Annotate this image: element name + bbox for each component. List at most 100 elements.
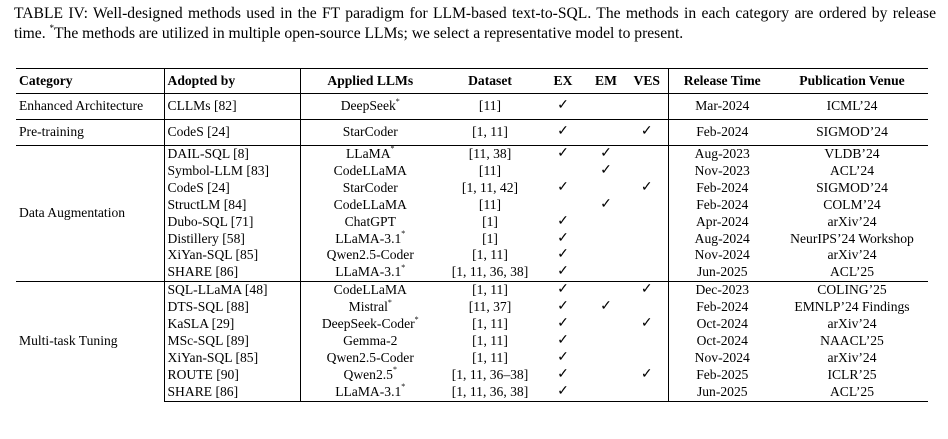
venue-cell: ACL’24 xyxy=(829,162,875,178)
header-row: Category Adopted by Applied LLMs Dataset… xyxy=(16,68,928,94)
ex-check-cell: ✓ xyxy=(557,332,569,348)
llm-name: DeepSeek-Coder xyxy=(321,316,415,332)
col-header-adopted-by: Adopted by xyxy=(163,68,300,94)
ex-check-cell: ✓ xyxy=(540,144,586,163)
col-header-applied-llms: Applied LLMs xyxy=(299,68,440,94)
applied-llm-cell: LLaMA-3.1* xyxy=(299,263,440,282)
llm-name: StarCoder xyxy=(342,124,398,140)
ves-check-cell xyxy=(626,350,668,367)
llm-name: DeepSeek xyxy=(340,98,396,114)
col-header-release-time: Release Time xyxy=(667,68,776,94)
release-time-cell: Oct-2024 xyxy=(667,316,776,333)
table-row: MSc-SQL [89] Gemma-2 [1, 11] ✓ Oct-2024 NAACL… xyxy=(16,332,928,350)
llm-name: Qwen2.5-Coder xyxy=(326,349,414,365)
venue-cell: SIGMOD’24 xyxy=(776,119,928,146)
em-check-cell xyxy=(586,214,626,231)
ex-check-cell: ✓ xyxy=(540,281,586,300)
table-body: Enhanced Architecture CLLMs [82] DeepSeek*… xyxy=(16,93,928,402)
release-time-cell: Aug-2024 xyxy=(667,230,776,248)
applied-llm-cell: LLaMA* xyxy=(299,145,440,163)
dataset-cell: [1, 11] xyxy=(472,247,508,263)
applied-llm-cell: DeepSeek* xyxy=(299,93,440,120)
multi-llm-star-marker: * xyxy=(401,382,406,392)
dataset-cell: [1] xyxy=(482,230,498,246)
table-row: StructLM [84] CodeLLaMA [11] ✓ Feb-2024 COLM’… xyxy=(16,196,928,214)
venue-cell: NeurIPS’24 Workshop xyxy=(790,230,914,246)
applied-llm-cell: CodeLLaMA xyxy=(299,281,440,300)
adopted-by-cell: CLLMs [82] xyxy=(163,93,300,120)
venue-cell: arXiv’24 xyxy=(827,316,877,332)
multi-llm-star-marker: * xyxy=(392,365,397,375)
venue-cell: NAACL’25 xyxy=(820,332,884,348)
methods-table: Category Adopted by Applied LLMs Dataset… xyxy=(16,68,928,402)
llm-name: CodeLLaMA xyxy=(333,162,407,178)
ves-check-cell xyxy=(626,144,668,163)
dataset-cell: [1, 11, 36, 38] xyxy=(440,383,540,402)
table-row: Pre-training CodeS [24] StarCoder [1, 11] ✓ ✓… xyxy=(16,119,928,146)
multi-llm-star-marker: * xyxy=(401,229,406,238)
llm-name: Mistral xyxy=(348,299,388,315)
llm-name: LLaMA-3.1 xyxy=(335,264,402,280)
dataset-cell: [11] xyxy=(440,93,540,120)
em-check-cell xyxy=(586,231,626,248)
adopted-by-cell: CodeS [24] xyxy=(163,179,300,197)
release-time-cell: Mar-2024 xyxy=(667,93,776,120)
ex-check-cell: ✓ xyxy=(540,93,586,120)
ves-check-cell: ✓ xyxy=(626,119,668,146)
venue-cell: arXiv’24 xyxy=(827,213,877,229)
release-time-cell: Feb-2024 xyxy=(667,119,776,146)
applied-llm-cell: Qwen2.5-Coder xyxy=(299,349,440,367)
venue-cell: arXiv’24 xyxy=(827,349,877,365)
table-row: Symbol-LLM [83] CodeLLaMA [11] ✓ Nov-2023 ACL… xyxy=(16,162,928,180)
table-row: SHARE [86] LLaMA-3.1* [1, 11, 36, 38] ✓ Jun-… xyxy=(16,263,928,282)
category-cell: Multi-task Tuning xyxy=(16,281,164,402)
adopted-by-cell: DTS-SQL [88] xyxy=(163,299,300,317)
applied-llm-cell: LLaMA-3.1* xyxy=(299,229,440,248)
release-time-cell: Feb-2024 xyxy=(667,196,776,214)
em-check-cell xyxy=(586,281,626,300)
venue-cell: COLING’25 xyxy=(776,281,928,300)
adopted-by-cell: XiYan-SQL [85] xyxy=(163,247,300,265)
em-check-cell: ✓ xyxy=(600,299,612,315)
dataset-cell: [1, 11] xyxy=(440,281,540,300)
table-row: Data Augmentation DAIL-SQL [8] LLaMA* [11, … xyxy=(16,144,928,282)
table-row: XiYan-SQL [85] Qwen2.5-Coder [1, 11] ✓ Nov-2… xyxy=(16,247,928,265)
release-time-cell: Aug-2023 xyxy=(667,144,776,163)
col-header-publication-venue: Publication Venue xyxy=(776,68,928,94)
table-row: KaSLA [29] DeepSeek-Coder* [1, 11] ✓ ✓ Oct-20… xyxy=(16,315,928,333)
ex-check-cell: ✓ xyxy=(557,366,569,382)
table-row: XiYan-SQL [85] Qwen2.5-Coder [1, 11] ✓ Nov-2… xyxy=(16,349,928,367)
venue-cell: arXiv’24 xyxy=(827,247,877,263)
ves-check-cell xyxy=(626,231,668,248)
adopted-by-cell: MSc-SQL [89] xyxy=(163,332,300,350)
ves-check-cell xyxy=(626,214,668,231)
llm-name: CodeLLaMA xyxy=(333,282,407,298)
dataset-cell: [1, 11] xyxy=(472,332,508,348)
ves-check-cell xyxy=(626,383,668,402)
venue-cell: ICML’24 xyxy=(776,93,928,120)
llm-name: Gemma-2 xyxy=(343,332,398,348)
em-check-cell xyxy=(586,180,626,197)
release-time-cell: Nov-2023 xyxy=(667,162,776,180)
em-check-cell xyxy=(586,247,626,264)
em-check-cell xyxy=(586,316,626,333)
ves-check-cell xyxy=(626,247,668,264)
em-check-cell xyxy=(586,93,626,120)
venue-cell: ACL’25 xyxy=(829,264,875,280)
col-header-ex: EX xyxy=(540,68,586,94)
ex-check-cell: ✓ xyxy=(540,119,586,146)
dataset-cell: [1, 11, 36–38] xyxy=(451,366,529,382)
ex-check-cell: ✓ xyxy=(557,316,569,332)
ex-check-cell: ✓ xyxy=(557,230,569,246)
ves-check-cell: ✓ xyxy=(640,179,653,195)
adopted-by-cell: Symbol-LLM [83] xyxy=(163,162,300,180)
col-header-ves: VES xyxy=(626,68,668,94)
llm-name: LLaMA-3.1 xyxy=(335,230,402,246)
adopted-by-cell: SHARE [86] xyxy=(163,264,300,282)
ves-check-cell: ✓ xyxy=(640,366,653,382)
ves-check-cell xyxy=(626,264,668,281)
caption-footnote: The methods are utilized in multiple ope… xyxy=(54,25,684,42)
ex-check-cell: ✓ xyxy=(540,383,586,402)
release-time-cell: Nov-2024 xyxy=(667,247,776,265)
